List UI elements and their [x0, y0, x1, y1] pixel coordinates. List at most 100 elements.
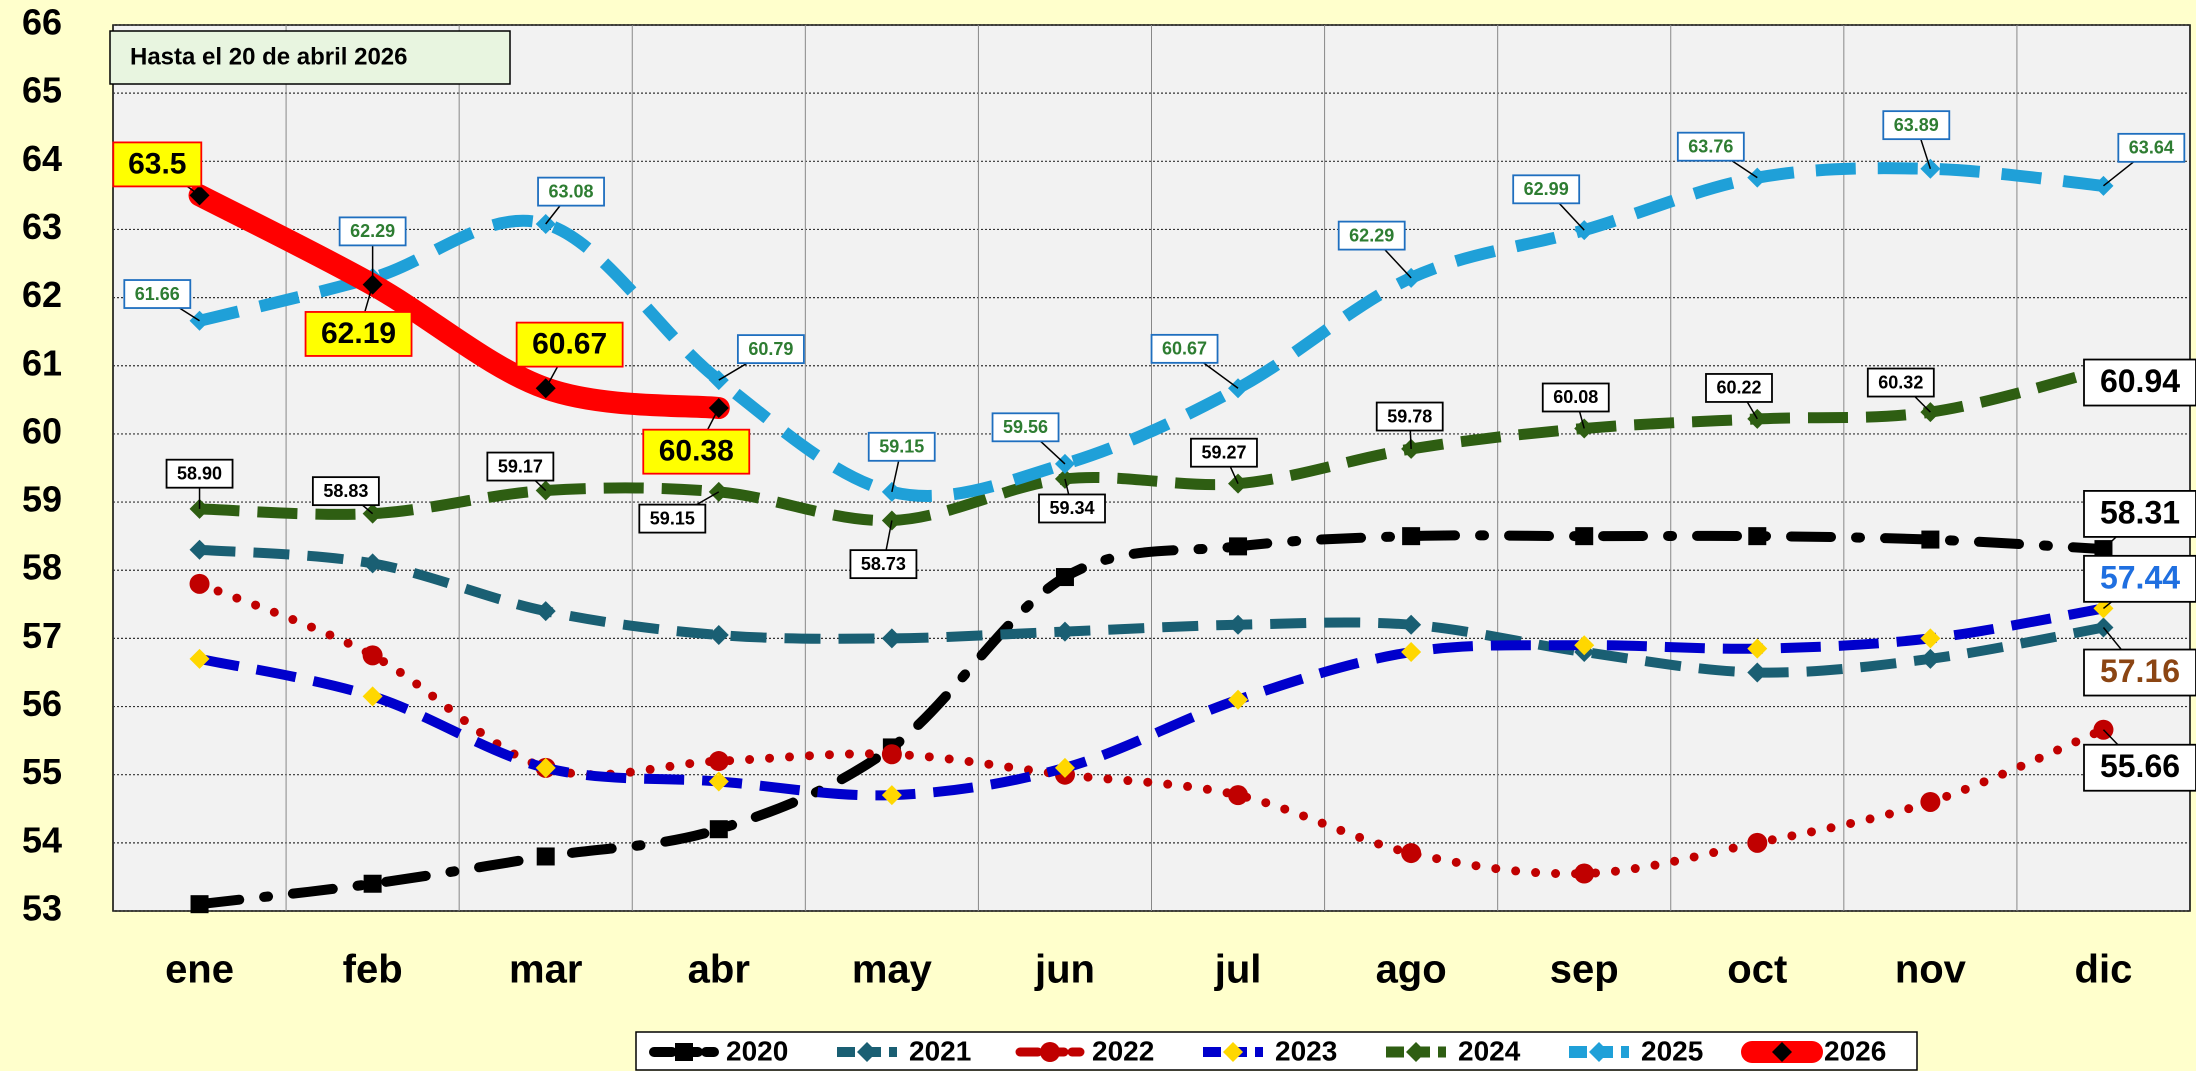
data-label: 55.66 [2100, 748, 2180, 784]
marker [1040, 1042, 1060, 1062]
y-tick-label: 59 [22, 479, 62, 520]
legend-label: 2022 [1092, 1035, 1154, 1066]
data-label: 57.16 [2100, 653, 2180, 689]
data-label: 60.22 [1716, 378, 1761, 398]
data-label: 59.56 [1003, 417, 1048, 437]
marker [1229, 537, 1248, 556]
data-label: 62.29 [350, 221, 395, 241]
label-box [2117, 132, 2186, 163]
y-tick-label: 54 [22, 819, 62, 860]
marker [1747, 832, 1768, 853]
x-tick-label: feb [343, 948, 403, 992]
label-box [112, 141, 203, 188]
label-box [867, 431, 936, 462]
marker [189, 498, 210, 519]
x-tick-label: jul [1214, 948, 1262, 992]
y-tick-label: 58 [22, 547, 62, 588]
marker [1402, 527, 1421, 546]
marker [1401, 614, 1422, 635]
label-box [515, 321, 624, 368]
legend-label: 2023 [1275, 1035, 1337, 1066]
marker [881, 628, 902, 649]
legend-label: 2026 [1824, 1035, 1886, 1066]
series-line [198, 162, 2105, 502]
data-label: 59.34 [1049, 498, 1094, 518]
data-label: 59.15 [650, 508, 695, 528]
label-box [311, 476, 380, 507]
marker [362, 645, 383, 666]
data-label: 63.5 [128, 147, 186, 180]
marker [1772, 1042, 1792, 1062]
x-tick-label: ago [1376, 948, 1447, 992]
label-box [2083, 358, 2196, 407]
series-line [188, 184, 730, 420]
marker [1228, 689, 1249, 710]
marker [1747, 662, 1768, 683]
marker [363, 874, 382, 893]
marker [1054, 757, 1075, 778]
marker [1228, 614, 1249, 635]
marker [535, 757, 556, 778]
label-box [1866, 367, 1935, 398]
label-box [1882, 110, 1951, 141]
marker [535, 601, 556, 622]
marker [675, 1043, 693, 1061]
y-tick-label: 55 [22, 751, 62, 792]
data-label: 60.38 [659, 435, 734, 468]
marker [708, 624, 729, 645]
x-tick-label: oct [1727, 948, 1787, 992]
data-label: 63.76 [1688, 136, 1733, 156]
marker [1574, 635, 1595, 656]
data-label: 58.73 [861, 554, 906, 574]
marker [881, 744, 902, 765]
data-label: 62.99 [1524, 179, 1569, 199]
marker [189, 573, 210, 594]
data-label: 62.19 [321, 317, 396, 350]
label-box [1038, 493, 1106, 524]
y-tick-label: 56 [22, 683, 62, 724]
marker [536, 847, 555, 866]
label-box [2083, 743, 2196, 792]
data-label: 60.67 [532, 328, 607, 361]
marker [189, 539, 210, 560]
marker [1401, 843, 1422, 864]
marker [1589, 1042, 1609, 1062]
label-box [1705, 373, 1773, 403]
marker [1574, 863, 1595, 884]
x-tick-label: mar [509, 948, 582, 992]
marker [881, 785, 902, 806]
label-box [1190, 437, 1258, 468]
label-box [1512, 174, 1581, 205]
data-label: 58.90 [177, 463, 222, 483]
label-box [2083, 554, 2196, 603]
label-box [123, 279, 192, 309]
data-label: 57.44 [2100, 559, 2180, 595]
label-box [1337, 220, 1406, 251]
y-tick-label: 65 [22, 70, 62, 111]
x-tick-label: may [852, 948, 933, 992]
marker [1747, 638, 1768, 659]
legend-label: 2024 [1458, 1035, 1521, 1066]
marker [708, 771, 729, 792]
label-box [486, 451, 555, 482]
data-label: 60.79 [748, 339, 793, 359]
marker [362, 686, 383, 707]
data-label: 59.15 [879, 437, 924, 457]
label-box [2083, 490, 2196, 538]
legend-label: 2020 [726, 1035, 788, 1066]
y-tick-label: 66 [22, 2, 62, 43]
data-label: 63.64 [2129, 138, 2174, 158]
marker [1223, 1042, 1243, 1062]
label-box [642, 428, 751, 475]
x-tick-label: ene [165, 948, 234, 992]
label-box [165, 458, 234, 489]
x-tick-label: dic [2075, 948, 2133, 992]
label-box [849, 549, 918, 580]
data-label: 63.89 [1894, 115, 1939, 135]
marker [1054, 621, 1075, 642]
label-box [1541, 382, 1610, 413]
marker [362, 553, 383, 574]
y-tick-label: 53 [22, 888, 62, 929]
data-label: 58.83 [323, 481, 368, 501]
data-label: 61.66 [135, 284, 180, 304]
